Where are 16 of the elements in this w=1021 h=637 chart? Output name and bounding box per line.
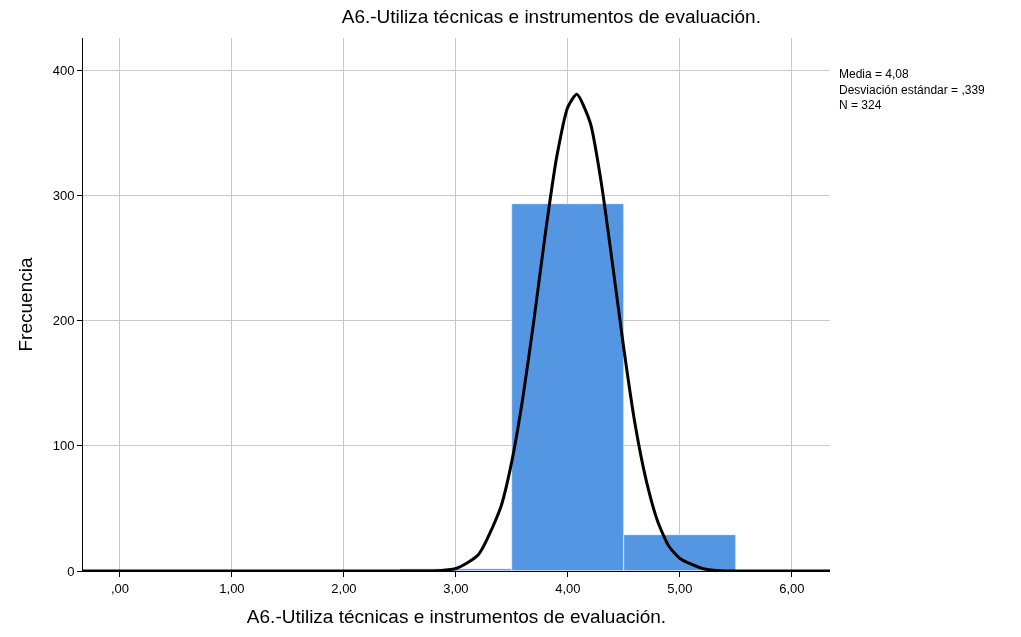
chart-title: A6.-Utiliza técnicas e instrumentos de evaluación. — [341, 5, 761, 27]
x-tick-label: 1,00 — [219, 580, 245, 596]
y-tick-label: 200 — [52, 313, 75, 329]
y-tick-label: 100 — [52, 438, 75, 454]
y-tick-label: 400 — [52, 63, 75, 79]
y-axis-title: Frecuencia — [14, 257, 36, 352]
x-tick-label: ,00 — [110, 580, 129, 596]
x-tick-label: 5,00 — [667, 580, 693, 596]
text: Media = 4,08 Desviación estándar = ,339 N = 324 — [839, 67, 986, 113]
y-tick-label: 300 — [52, 188, 75, 204]
x-tick-label: 2,00 — [331, 580, 357, 596]
x-tick-label: 3,00 — [443, 580, 469, 596]
x-tick-label: 6,00 — [779, 580, 805, 596]
y-tick-label: 0 — [67, 563, 75, 579]
x-axis-title: A6.-Utiliza técnicas e instrumentos de evaluación. — [246, 606, 667, 628]
x-tick-label: 4,00 — [555, 580, 581, 596]
